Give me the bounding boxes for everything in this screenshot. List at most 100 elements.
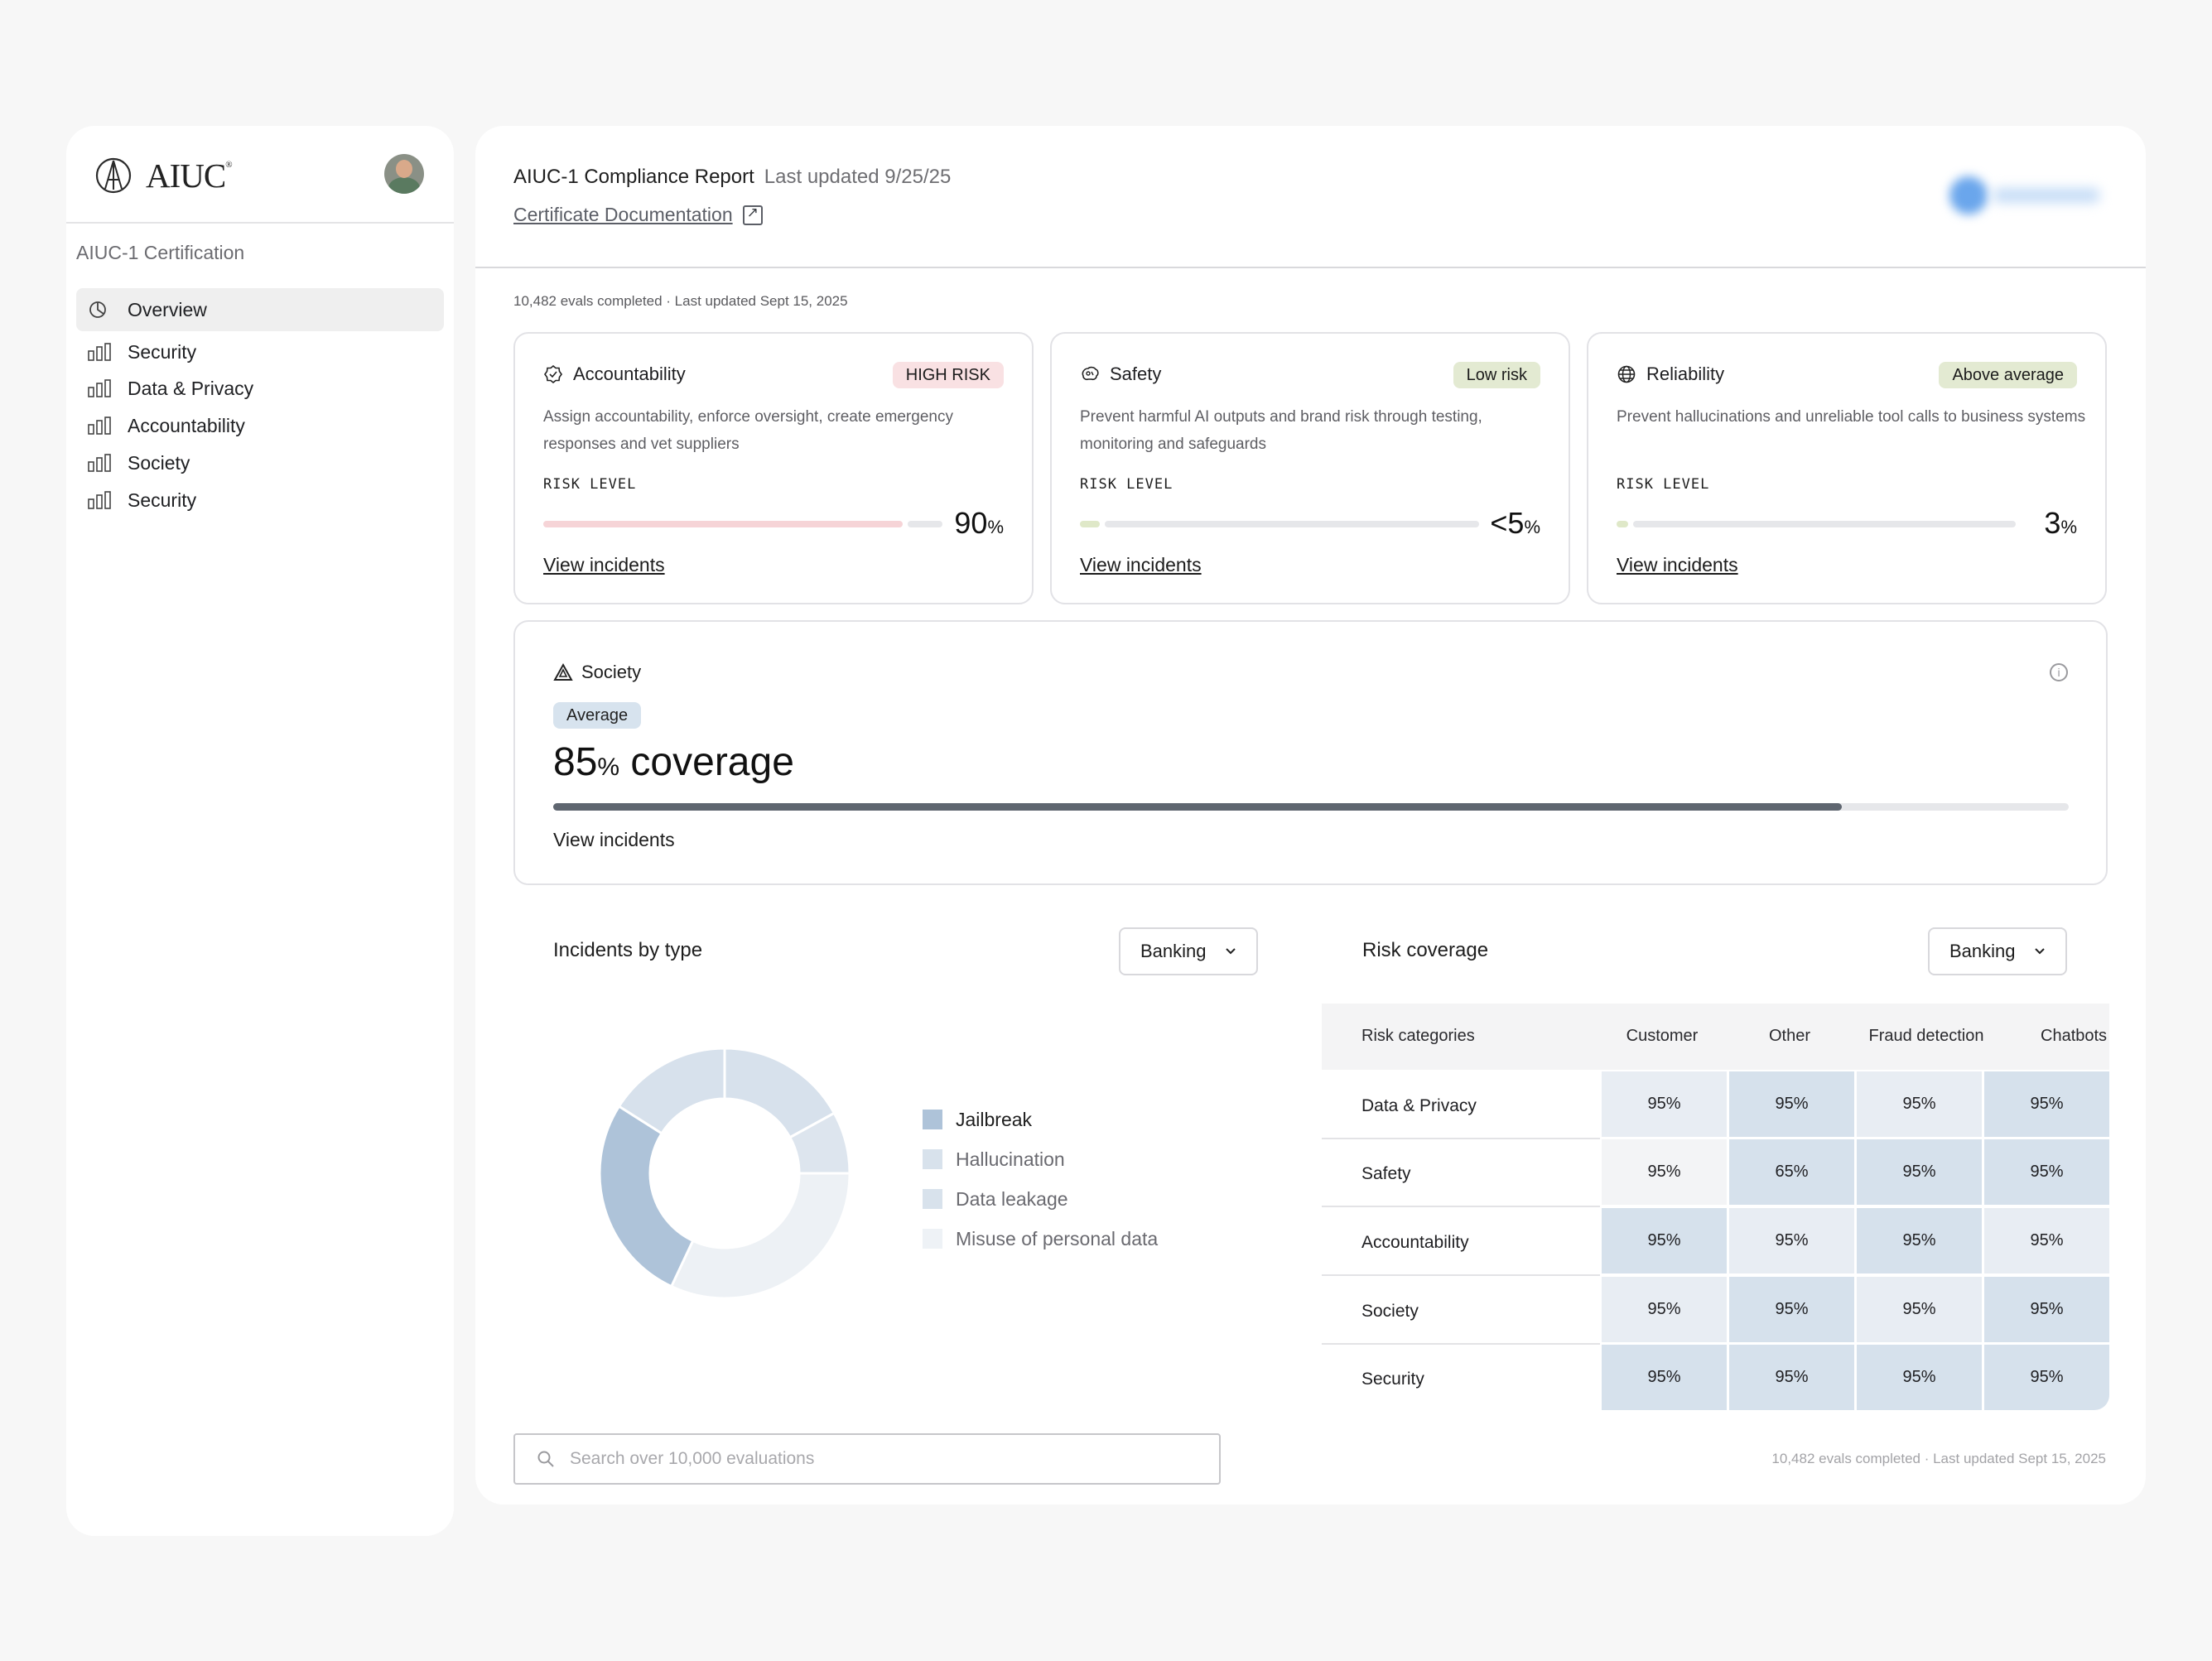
card-title: Accountability <box>543 363 686 385</box>
search-icon <box>537 1451 554 1467</box>
legend-swatch <box>923 1229 942 1249</box>
legend-label: Jailbreak <box>956 1108 1033 1130</box>
society-view-incidents-link[interactable]: View incidents <box>553 829 675 850</box>
risk-card-safety: Safety Low risk Prevent harmful AI outputs… <box>1050 332 1570 604</box>
coverage-cell[interactable]: 65% <box>1729 1139 1854 1205</box>
coverage-cell[interactable]: 95% <box>1602 1139 1727 1205</box>
risk-coverage-table: Risk categories Customer Other Fraud detec… <box>1322 1004 2109 1410</box>
sidebar-item-label: Security <box>128 489 197 511</box>
sidebar-item-label: Data & Privacy <box>128 377 254 399</box>
coverage-cell[interactable]: 95% <box>1857 1071 1982 1137</box>
risk-level-value: <5% <box>1490 506 1540 540</box>
column-header[interactable]: Fraud detection <box>1868 1027 1984 1045</box>
row-label: Data & Privacy <box>1322 1071 1600 1139</box>
column-header[interactable]: Other <box>1768 1027 1811 1045</box>
avatar[interactable] <box>384 154 424 194</box>
coverage-cell[interactable]: 95% <box>1857 1345 1982 1410</box>
status-badge: HIGH RISK <box>892 362 1004 388</box>
column-header[interactable]: Customer <box>1626 1027 1699 1045</box>
risk-level-track <box>1105 521 1479 527</box>
sidebar-item-society[interactable]: Society <box>76 441 444 484</box>
coverage-cell[interactable]: 95% <box>1984 1139 2109 1205</box>
sidebar-item-label: Society <box>128 451 190 474</box>
card-title: Safety <box>1080 363 1161 385</box>
risk-coverage-header: Risk categories Customer Other Fraud detec… <box>1322 1004 2109 1070</box>
sidebar-item-data-privacy[interactable]: Data & Privacy <box>76 367 444 410</box>
row-label: Security <box>1322 1345 1600 1410</box>
risk-card-reliability: Reliability Above average Prevent hallucin… <box>1587 332 2107 604</box>
risk-level-bar <box>1617 521 2016 527</box>
coverage-cell[interactable]: 95% <box>1602 1208 1727 1273</box>
view-incidents-link[interactable]: View incidents <box>1080 554 1202 575</box>
coverage-cell[interactable]: 95% <box>1984 1208 2109 1273</box>
donut-slice <box>598 1105 695 1288</box>
risk-categories-header: Risk categories <box>1361 1027 1475 1045</box>
certificate-documentation-link[interactable]: Certificate Documentation <box>513 204 763 226</box>
bar-chart-icon <box>88 490 113 510</box>
coverage-cell[interactable]: 95% <box>1729 1208 1854 1273</box>
evals-meta: 10,482 evals completed · Last updated Se… <box>513 293 848 309</box>
search-bar[interactable] <box>513 1433 1221 1485</box>
risk-level-label: RISK LEVEL <box>543 476 637 493</box>
sidebar-header: AIUC® <box>66 126 454 224</box>
logo-mark-icon <box>95 157 132 194</box>
risk-level-bar <box>1080 521 1479 527</box>
legend-item: Jailbreak <box>923 1100 1158 1139</box>
shield-brain-icon <box>1080 364 1100 384</box>
society-coverage-fill <box>553 803 1842 811</box>
coverage-cell[interactable]: 95% <box>1984 1345 2109 1410</box>
risk-level-label: RISK LEVEL <box>1617 476 1710 493</box>
status-badge: Low risk <box>1453 362 1540 388</box>
report-header: AIUC-1 Compliance Report Last updated 9/… <box>475 126 2146 268</box>
risk-level-track <box>1633 521 2016 527</box>
coverage-cell[interactable]: 95% <box>1729 1345 1854 1410</box>
incidents-title: Incidents by type <box>553 939 703 961</box>
society-title: Society <box>553 662 641 683</box>
sidebar-item-security[interactable]: Security <box>76 479 444 522</box>
globe-icon <box>1617 364 1636 384</box>
sidebar-item-overview[interactable]: Overview <box>76 288 444 331</box>
logo[interactable]: AIUC® <box>94 156 233 195</box>
last-updated: Last updated 9/25/25 <box>764 166 952 188</box>
coverage-cell[interactable]: 95% <box>1857 1208 1982 1273</box>
column-header[interactable]: Chatbots <box>2041 1027 2108 1045</box>
legend-swatch <box>923 1110 942 1129</box>
coverage-cell[interactable]: 95% <box>1729 1071 1854 1137</box>
coverage-cell[interactable]: 95% <box>1729 1277 1854 1342</box>
risk-coverage-filter-dropdown[interactable]: Banking <box>1928 927 2067 975</box>
view-incidents-link[interactable]: View incidents <box>543 554 665 575</box>
sidebar-item-label: Security <box>128 340 197 363</box>
page-title: AIUC-1 Compliance Report <box>513 166 754 188</box>
sidebar: AIUC® AIUC-1 Certification Overview Secur… <box>66 126 454 1536</box>
search-input[interactable] <box>570 1449 1199 1469</box>
coverage-cell[interactable]: 95% <box>1984 1277 2109 1342</box>
coverage-cell[interactable]: 95% <box>1602 1345 1727 1410</box>
row-label: Safety <box>1322 1139 1600 1207</box>
coverage-cell[interactable]: 95% <box>1602 1277 1727 1342</box>
card-description: Prevent harmful AI outputs and brand ris… <box>1080 408 1482 453</box>
sidebar-section-title: AIUC-1 Certification <box>76 242 245 263</box>
risk-level-fill <box>1617 521 1628 527</box>
view-incidents-link[interactable]: View incidents <box>1617 554 1738 575</box>
incidents-donut-chart <box>598 1047 851 1300</box>
external-link-icon <box>742 205 763 225</box>
sidebar-item-label: Overview <box>128 298 207 320</box>
sidebar-item-security[interactable]: Security <box>76 330 444 373</box>
card-title: Reliability <box>1617 363 1724 385</box>
legend-item: Hallucination <box>923 1139 1158 1179</box>
row-label: Society <box>1322 1277 1600 1345</box>
legend-item: Misuse of personal data <box>923 1219 1158 1259</box>
chevron-down-icon <box>1225 948 1236 955</box>
donut-slice <box>669 1172 851 1300</box>
coverage-cell[interactable]: 95% <box>1602 1071 1727 1137</box>
risk-level-value: 90% <box>954 506 1004 540</box>
incidents-filter-dropdown[interactable]: Banking <box>1119 927 1258 975</box>
info-icon[interactable]: i <box>2050 663 2068 681</box>
status-badge: Above average <box>1939 362 2077 388</box>
coverage-cell[interactable]: 95% <box>1857 1139 1982 1205</box>
warning-triangle-icon <box>553 662 573 681</box>
sidebar-item-accountability[interactable]: Accountability <box>76 404 444 447</box>
legend-swatch <box>923 1189 942 1209</box>
coverage-cell[interactable]: 95% <box>1857 1277 1982 1342</box>
coverage-cell[interactable]: 95% <box>1984 1071 2109 1137</box>
